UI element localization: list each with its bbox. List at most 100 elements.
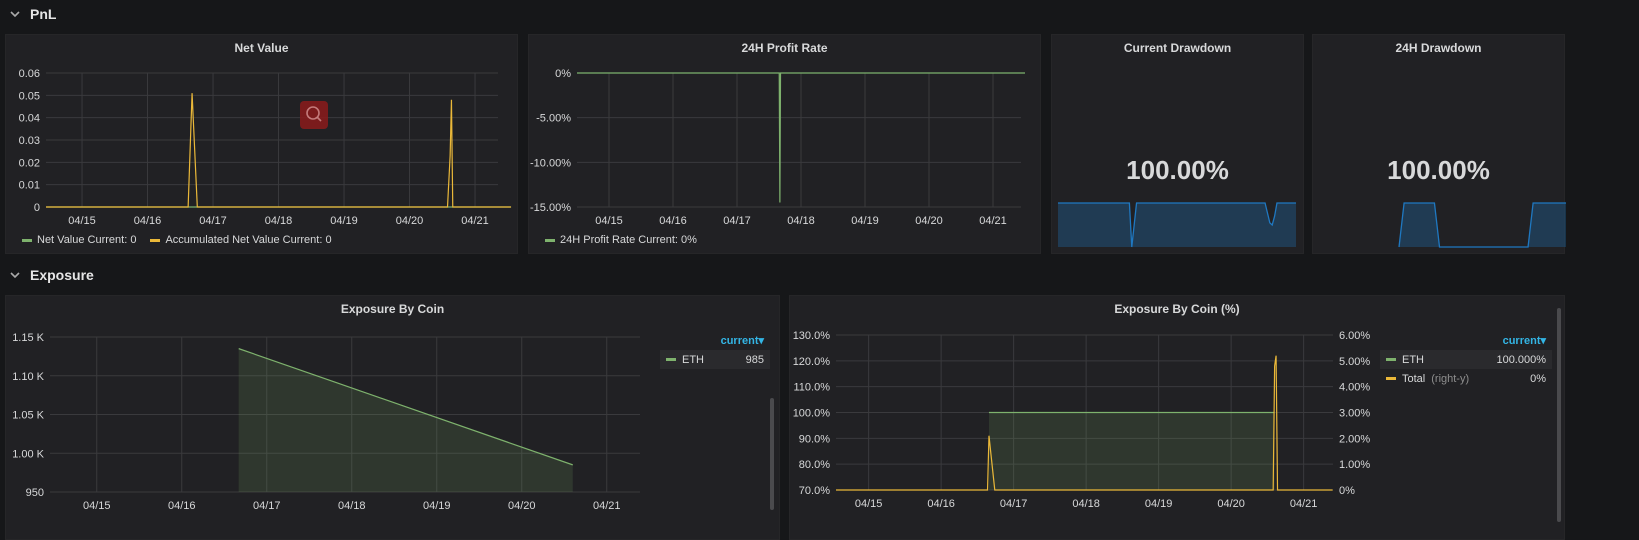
legend-swatch bbox=[22, 238, 32, 242]
row-header-exposure[interactable]: Exposure bbox=[8, 263, 94, 287]
y-tick-label: 120.0% bbox=[793, 356, 831, 368]
x-tick-label: 04/17 bbox=[1000, 498, 1028, 510]
panel-exposure-pct: Exposure By Coin (%) 70.0% 80.0% 90.0% 100.… bbox=[789, 295, 1565, 540]
y2-tick-label: 2.00% bbox=[1339, 433, 1370, 445]
scrollbar[interactable] bbox=[1557, 308, 1561, 522]
legend-item[interactable]: Net Value Current: 0 bbox=[22, 234, 136, 246]
x-tick-label: 04/20 bbox=[508, 500, 536, 512]
y-tick-label: 130.0% bbox=[793, 330, 831, 342]
x-tick-label: 04/17 bbox=[723, 215, 751, 227]
stat-value: 100.00% bbox=[1387, 155, 1490, 185]
legend-label: Total bbox=[1402, 372, 1426, 385]
x-tick-label: 04/18 bbox=[787, 215, 815, 227]
sort-header-current[interactable]: current▾ bbox=[720, 335, 764, 347]
y-tick-label: 1.05 K bbox=[12, 410, 44, 422]
y-tick-label: -10.00% bbox=[530, 157, 571, 169]
chart-legend: 24H Profit Rate Current: 0% bbox=[545, 234, 697, 246]
panel-title[interactable]: 24H Drawdown bbox=[1395, 41, 1482, 55]
legend-item[interactable]: Accumulated Net Value Current: 0 bbox=[150, 234, 332, 246]
y2-tick-label: 3.00% bbox=[1339, 408, 1370, 420]
legend-swatch bbox=[1386, 358, 1396, 361]
y-tick-label: 0.02 bbox=[19, 157, 40, 169]
panel-title[interactable]: Exposure By Coin bbox=[340, 302, 445, 316]
y2-tick-label: 6.00% bbox=[1339, 330, 1370, 342]
y-tick-label: 80.0% bbox=[799, 459, 830, 471]
x-tick-label: 04/15 bbox=[595, 215, 623, 227]
legend-row[interactable]: Total (right-y) 0% bbox=[1380, 369, 1552, 388]
x-tick-label: 04/16 bbox=[927, 498, 955, 510]
y-tick-label: 950 bbox=[26, 487, 44, 499]
x-tick-label: 04/20 bbox=[915, 215, 943, 227]
series-area bbox=[988, 412, 1275, 490]
series-line bbox=[46, 93, 512, 208]
x-tick-label: 04/20 bbox=[396, 215, 424, 227]
x-tick-label: 04/17 bbox=[253, 500, 281, 512]
panel-exposure-by-coin: Exposure By Coin 950 1.00 K 1.05 K 1.10 K 1.… bbox=[5, 295, 780, 540]
legend-item[interactable]: 24H Profit Rate Current: 0% bbox=[545, 234, 697, 246]
legend-swatch bbox=[545, 238, 555, 242]
x-tick-label: 04/18 bbox=[1072, 498, 1100, 510]
panel-net-value: Net Value 0 0.01 0.02 0.03 0.04 0.05 0.06 04/15… bbox=[5, 34, 518, 254]
panel-profit-rate: 24H Profit Rate 0% -5.00% -10.00% -15.00% 04… bbox=[528, 34, 1041, 254]
legend-value: 0% bbox=[1530, 372, 1546, 385]
series-area bbox=[238, 348, 573, 492]
x-tick-label: 04/16 bbox=[134, 215, 162, 227]
legend-value: 100.000% bbox=[1496, 353, 1546, 366]
y-tick-label: 110.0% bbox=[794, 382, 831, 394]
profit-rate-chart[interactable]: 0% -5.00% -10.00% -15.00% 04/15 04/16 04/17 04/… bbox=[529, 61, 1042, 251]
x-tick-label: 04/15 bbox=[855, 498, 883, 510]
chevron-down-icon bbox=[10, 11, 20, 18]
legend-label: ETH bbox=[682, 353, 704, 366]
sparkline-area bbox=[1399, 203, 1566, 247]
drawdown-sparkline bbox=[1398, 202, 1566, 248]
legend-swatch bbox=[1386, 377, 1396, 380]
legend-label: 24H Profit Rate Current: 0% bbox=[560, 234, 697, 246]
y-tick-label: 0.05 bbox=[19, 90, 40, 102]
legend-row[interactable]: ETH 985 bbox=[660, 350, 770, 369]
row-title: PnL bbox=[30, 6, 57, 22]
x-tick-label: 04/18 bbox=[265, 215, 293, 227]
series-line bbox=[577, 72, 1025, 203]
y-tick-label: 0.04 bbox=[19, 113, 40, 125]
panel-current-drawdown: Current Drawdown 100.00% bbox=[1051, 34, 1304, 254]
net-value-chart[interactable]: 0 0.01 0.02 0.03 0.04 0.05 0.06 04/15 04/16 04/17… bbox=[6, 61, 519, 251]
x-tick-label: 04/16 bbox=[168, 500, 196, 512]
x-tick-label: 04/21 bbox=[979, 215, 1007, 227]
legend-label: Net Value Current: 0 bbox=[37, 234, 137, 246]
exposure-pct-chart[interactable]: 70.0% 80.0% 90.0% 100.0% 110.0% 120.0% 130.0% 0… bbox=[790, 320, 1380, 540]
panel-24h-drawdown: 24H Drawdown 100.00% bbox=[1312, 34, 1566, 254]
legend-suffix: (right-y) bbox=[1431, 372, 1470, 385]
legend-swatch bbox=[666, 358, 676, 361]
y-tick-label: -15.00% bbox=[530, 202, 571, 214]
exposure-chart[interactable]: 950 1.00 K 1.05 K 1.10 K 1.15 K 04/15 04/16 04/… bbox=[6, 320, 656, 540]
y-tick-label: 1.00 K bbox=[12, 448, 44, 460]
y-tick-label: 0% bbox=[555, 68, 571, 80]
zoom-icon[interactable] bbox=[300, 101, 328, 129]
sparkline-area bbox=[1058, 203, 1296, 247]
panel-title[interactable]: Net Value bbox=[234, 41, 289, 55]
sort-header-current[interactable]: current▾ bbox=[1502, 335, 1546, 347]
x-tick-label: 04/17 bbox=[199, 215, 227, 227]
y-tick-label: 0.01 bbox=[19, 180, 40, 192]
x-tick-label: 04/21 bbox=[461, 215, 489, 227]
y2-tick-label: 1.00% bbox=[1339, 459, 1370, 471]
chart-legend: Net Value Current: 0 Accumulated Net Val… bbox=[22, 234, 332, 246]
x-tick-label: 04/19 bbox=[423, 500, 451, 512]
row-header-pnl[interactable]: PnL bbox=[8, 2, 56, 26]
legend-label: ETH bbox=[1402, 353, 1424, 366]
sparkline-line bbox=[1398, 202, 1566, 248]
panel-title[interactable]: Current Drawdown bbox=[1123, 41, 1232, 55]
y2-tick-label: 5.00% bbox=[1339, 356, 1370, 368]
x-tick-label: 04/16 bbox=[659, 215, 687, 227]
panel-title[interactable]: Exposure By Coin (%) bbox=[1114, 302, 1240, 316]
legend-row[interactable]: ETH 100.000% bbox=[1380, 350, 1552, 369]
panel-title[interactable]: 24H Profit Rate bbox=[741, 41, 828, 55]
row-title: Exposure bbox=[30, 267, 94, 283]
series-line bbox=[836, 355, 1333, 491]
y-tick-label: 1.15 K bbox=[12, 332, 44, 344]
y-tick-label: 0.03 bbox=[19, 135, 40, 147]
y-tick-label: -5.00% bbox=[536, 113, 571, 125]
y-tick-label: 0.06 bbox=[19, 68, 40, 80]
stat-value: 100.00% bbox=[1126, 155, 1229, 185]
scrollbar[interactable] bbox=[770, 398, 774, 510]
